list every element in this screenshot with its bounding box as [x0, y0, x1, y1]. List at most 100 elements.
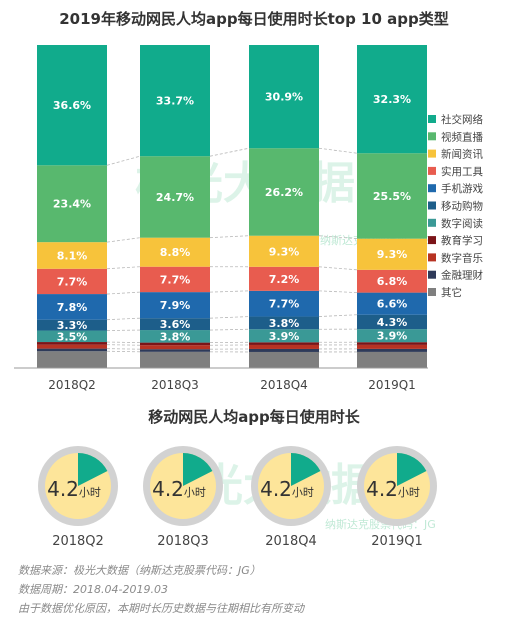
connector-line	[209, 316, 250, 319]
connector-line	[318, 235, 358, 240]
bar-segment	[140, 345, 210, 350]
bar-segment	[249, 45, 319, 149]
bar-segment	[357, 238, 427, 270]
connector-line	[318, 314, 358, 317]
data-label: 9.3%	[377, 248, 408, 261]
bar-segment	[249, 342, 319, 345]
legend-swatch	[428, 184, 436, 193]
data-label: 3.8%	[269, 317, 300, 330]
legend-label: 新闻资讯	[441, 148, 483, 161]
bar-segment	[357, 153, 427, 239]
data-label: 3.8%	[160, 330, 191, 343]
bar-segment	[140, 156, 210, 238]
data-label: 6.6%	[377, 298, 408, 311]
connector-line	[209, 328, 250, 331]
stacked-bar-chart: 极光大数据纳斯达克股票代码：JG3.5%3.8%3.9%3.9%3.3%3.6%…	[14, 45, 483, 392]
bar-segment	[249, 290, 319, 317]
legend-label: 数字阅读	[441, 217, 483, 230]
bar-segment	[249, 329, 319, 343]
bar-segment	[37, 348, 107, 352]
bar-segment	[37, 344, 107, 349]
bar-segment	[37, 351, 107, 368]
data-label: 24.7%	[156, 191, 194, 204]
bar-segment	[37, 45, 107, 166]
donut-category-label: 2018Q3	[157, 534, 209, 549]
footer-note: 由于数据优化原因，本期时长历史数据与往期相比有所变动	[18, 602, 304, 615]
legend-swatch	[428, 115, 436, 123]
bar-segment	[357, 292, 427, 315]
bar-segment	[249, 348, 319, 352]
donut-slice	[183, 453, 213, 486]
bar-segment	[140, 266, 210, 293]
bar-segment	[357, 329, 427, 343]
donut-value-label: 4.2小时	[152, 477, 206, 501]
connector-line	[318, 147, 358, 154]
bar-segment	[249, 266, 319, 291]
legend-swatch	[428, 149, 436, 158]
donut-slice	[397, 453, 427, 486]
legend-label: 数字音乐	[441, 251, 483, 264]
donut-value-label: 4.2小时	[366, 477, 420, 501]
legend-label: 社交网络	[441, 113, 483, 126]
bar-segment	[37, 330, 107, 343]
bar-segment	[357, 314, 427, 330]
connector-line	[106, 291, 141, 295]
donut-slice	[291, 453, 321, 486]
data-label: 7.9%	[160, 299, 191, 312]
legend-label: 视频直播	[441, 130, 483, 143]
bar-segment	[140, 349, 210, 352]
donut-chart-title: 移动网民人均app每日使用时长	[148, 408, 360, 426]
bar-segment	[140, 237, 210, 267]
bar-segment	[357, 344, 427, 349]
connector-line	[318, 290, 358, 294]
bar-segment	[140, 292, 210, 319]
data-label: 32.3%	[373, 93, 411, 106]
bar-segment	[140, 330, 210, 343]
connector-line	[106, 344, 141, 346]
legend-swatch	[428, 132, 436, 141]
bar-segment	[37, 242, 107, 269]
bar-segment	[357, 351, 427, 368]
stacked-chart-title: 2019年移动网民人均app每日使用时长top 10 app类型	[59, 10, 449, 28]
legend-label: 其它	[441, 286, 462, 299]
bar-segment	[37, 319, 107, 331]
data-label: 8.1%	[57, 249, 88, 262]
data-label: 33.7%	[156, 95, 194, 108]
legend-swatch	[428, 236, 436, 245]
bar-segment	[37, 294, 107, 320]
connector-line	[106, 348, 141, 350]
bar-segment	[357, 342, 427, 345]
donut-slice	[78, 453, 108, 486]
x-tick-label: 2018Q3	[151, 378, 199, 392]
connector-line	[106, 341, 141, 343]
bar-segment	[140, 351, 210, 368]
legend-label: 教育学习	[441, 234, 483, 247]
data-label: 7.7%	[57, 275, 88, 288]
donut-value-label: 4.2小时	[47, 477, 101, 501]
bar-segment	[249, 148, 319, 236]
legend-swatch	[428, 166, 436, 175]
data-label: 3.9%	[377, 330, 408, 343]
donut-category-label: 2018Q2	[52, 534, 104, 549]
connector-line	[209, 235, 250, 239]
x-tick-label: 2018Q2	[48, 378, 96, 392]
connector-line	[209, 290, 250, 293]
x-tick-label: 2018Q4	[260, 378, 308, 392]
data-label: 26.2%	[265, 186, 303, 199]
legend-label: 手机游戏	[441, 182, 483, 195]
connector-line	[106, 237, 141, 243]
connector-line	[318, 266, 358, 271]
legend-label: 移动购物	[441, 200, 483, 213]
bar-segment	[140, 342, 210, 346]
legend-label: 实用工具	[441, 165, 483, 178]
data-label: 3.5%	[57, 330, 88, 343]
legend-swatch	[428, 288, 436, 296]
bar-segment	[357, 45, 427, 154]
legend-label: 金融理财	[441, 269, 483, 282]
data-label: 3.3%	[57, 319, 88, 332]
footer-source: 数据来源：极光大数据（纳斯达克股票代码：JG）	[18, 564, 261, 577]
donut-category-label: 2018Q4	[265, 534, 317, 549]
data-label: 8.8%	[160, 246, 191, 259]
legend-swatch	[428, 201, 436, 210]
